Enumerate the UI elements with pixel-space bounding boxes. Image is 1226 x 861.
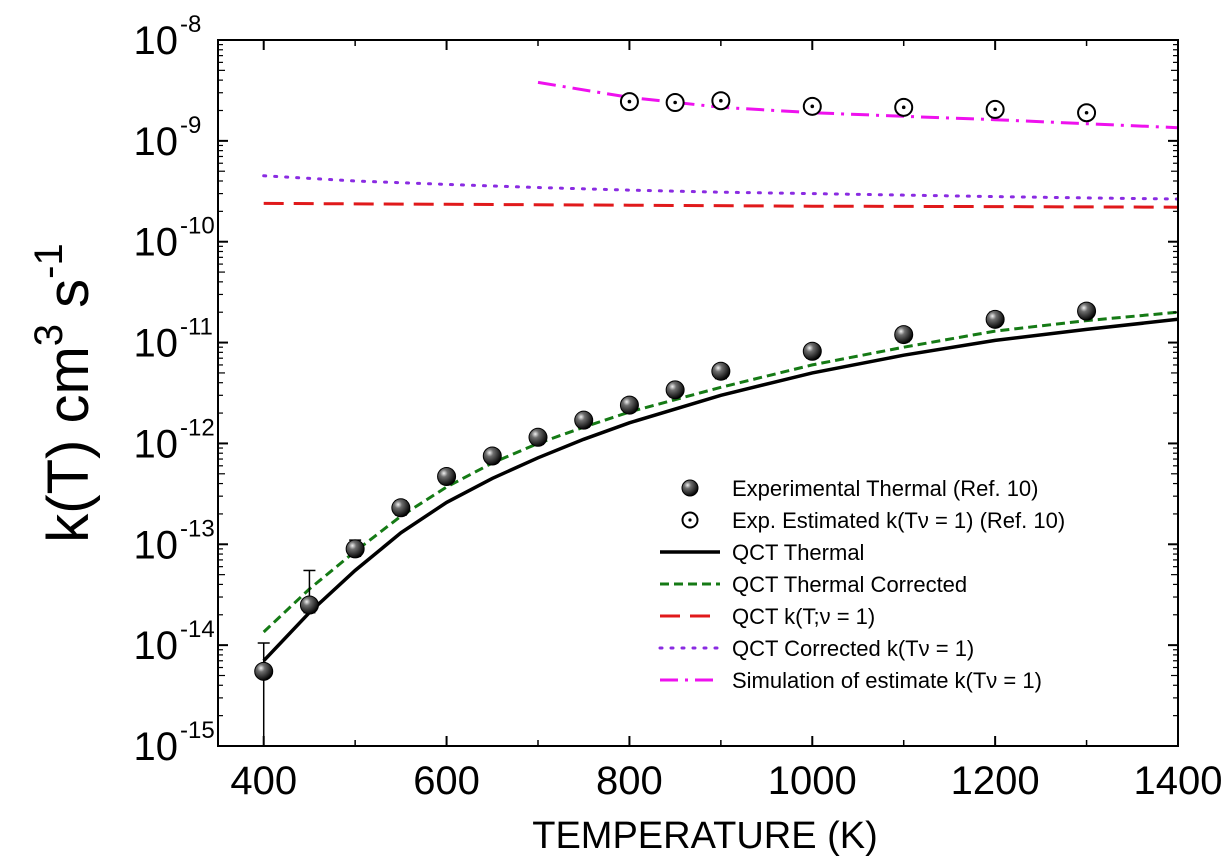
y-tick-exponent: -11: [180, 314, 213, 341]
y-tick-label: 10: [134, 725, 179, 769]
x-axis-title: TEMPERATURE (K): [532, 815, 878, 857]
data-point-experimental: [1077, 301, 1097, 321]
y-tick-label: 10: [134, 624, 179, 668]
data-point-estimated-center: [719, 98, 723, 103]
data-point-experimental: [802, 341, 822, 361]
series-line-6: [537, 80, 1178, 130]
y-tick-base: 10: [134, 624, 179, 668]
plot-frame: [217, 39, 1179, 747]
legend-label-6: Simulation of estimate k(Tν = 1): [732, 668, 1042, 693]
y-axis-title-sup1: 3: [27, 324, 71, 346]
y-axis-title: k(T) cm3 s-1: [27, 243, 101, 542]
legend-label-1: Exp. Estimated k(Tν = 1) (Ref. 10): [732, 508, 1065, 533]
data-point-experimental: [391, 498, 411, 518]
y-tick-base: 10: [134, 221, 179, 265]
y-axis-title-main: k(T) cm: [36, 346, 101, 543]
x-tick-label: 400: [230, 759, 297, 803]
y-tick-base: 10: [134, 422, 179, 466]
data-point-experimental: [574, 410, 594, 430]
data-point-experimental: [345, 539, 365, 559]
legend-label-2: QCT Thermal: [732, 540, 864, 565]
series-line-5: [262, 174, 1178, 201]
data-point-experimental: [619, 395, 639, 415]
y-tick-exponent: -13: [180, 515, 215, 542]
y-tick-label: 10: [134, 523, 179, 567]
series-line-4: [263, 201, 1178, 209]
x-tick-label: 1200: [951, 759, 1040, 803]
y-tick-base: 10: [134, 523, 179, 567]
data-point-experimental: [528, 427, 548, 447]
y-tick-label: 10: [134, 221, 179, 265]
legend-label-3: QCT Thermal Corrected: [732, 572, 967, 597]
y-tick-label: 10: [134, 120, 179, 164]
y-axis-title-sup2: -1: [27, 243, 71, 279]
y-tick-base: 10: [134, 120, 179, 164]
marker-layer: [254, 91, 1097, 746]
data-point-experimental: [711, 361, 731, 381]
data-point-experimental: [482, 446, 502, 466]
data-point-estimated-center: [627, 99, 632, 104]
data-point-estimated-center: [810, 104, 815, 109]
legend-symbol-0: [681, 479, 699, 497]
data-point-experimental: [437, 466, 457, 486]
data-point-experimental: [985, 309, 1005, 329]
y-tick-base: 10: [134, 725, 179, 769]
y-tick-exponent: -9: [180, 112, 201, 139]
data-point-experimental: [299, 595, 319, 615]
legend-symbol-center-1: [688, 518, 692, 522]
legend-label-0: Experimental Thermal (Ref. 10): [732, 476, 1039, 501]
x-tick-label: 600: [413, 759, 480, 803]
y-tick-label: 10: [134, 322, 179, 366]
y-tick-label: 10: [134, 422, 179, 466]
data-point-estimated-center: [1084, 110, 1089, 115]
y-tick-base: 10: [134, 322, 179, 366]
y-tick-exponent: -10: [180, 213, 215, 240]
data-point-experimental: [894, 325, 914, 345]
x-tick-label: 1400: [1134, 759, 1223, 803]
x-tick-label: 800: [596, 759, 663, 803]
data-point-estimated-center: [993, 107, 997, 112]
y-axis-title-mid: s: [36, 279, 101, 324]
data-point-estimated-center: [673, 100, 677, 105]
series-line-2: [262, 317, 1178, 663]
data-point-experimental: [665, 380, 685, 400]
y-tick-exponent: -15: [180, 717, 215, 744]
data-point-estimated-center: [901, 105, 906, 110]
legend-label-5: QCT Corrected k(Tν = 1): [732, 636, 974, 661]
y-tick-exponent: -8: [180, 11, 201, 38]
y-tick-label: 10: [134, 19, 179, 63]
legend-label-4: QCT k(T;ν = 1): [732, 604, 875, 629]
legend: Experimental Thermal (Ref. 10) Exp. Estim…: [658, 476, 1065, 693]
x-tick-label: 1000: [768, 759, 857, 803]
y-tick-exponent: -12: [180, 414, 215, 441]
data-point-experimental: [254, 661, 274, 681]
y-tick-base: 10: [134, 19, 179, 63]
y-tick-exponent: -14: [180, 616, 215, 643]
